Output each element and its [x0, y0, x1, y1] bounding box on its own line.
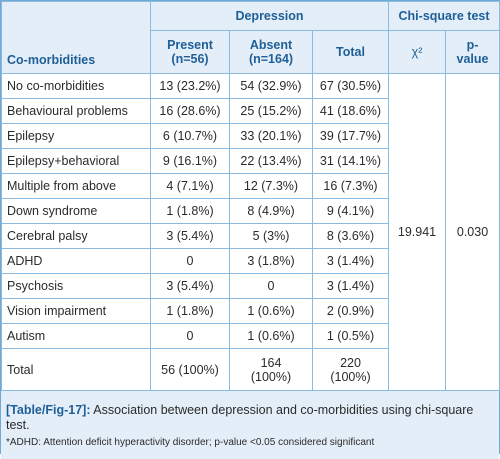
cell-absent: 0 — [229, 273, 313, 299]
p-value: 0.030 — [445, 73, 500, 391]
row-label: Epilepsy — [1, 123, 151, 149]
table-row: Psychosis 3 (5.4%) 0 3 (1.4%) — [1, 273, 500, 299]
header-present-line1: Present — [167, 38, 213, 52]
row-label: Epilepsy+behavioral — [1, 148, 151, 174]
cell-absent: 1 (0.6%) — [229, 323, 313, 349]
header-absent-line2: (n=164) — [248, 52, 294, 66]
cell-total: 39 (17.7%) — [311, 123, 390, 149]
cell-total: 8 (3.6%) — [311, 223, 390, 249]
cell-absent: 8 (4.9%) — [229, 198, 313, 224]
cell-present: 4 (7.1%) — [150, 173, 230, 199]
chi-square-value: 19.941 — [388, 73, 447, 391]
cell-total: 3 (1.4%) — [311, 248, 390, 274]
table-caption: [Table/Fig-17]: Association between depr… — [1, 397, 499, 459]
cell-total: 2 (0.9%) — [311, 298, 390, 324]
caption-main: [Table/Fig-17]: Association between depr… — [6, 403, 494, 433]
header-present: Present (n=56) — [150, 30, 230, 74]
total-row: Total 56 (100%) 164 (100%) 220 (100%) — [1, 348, 500, 391]
total-present: 56 (100%) — [150, 348, 230, 391]
table-row: Vision impairment 1 (1.8%) 1 (0.6%) 2 (0… — [1, 298, 500, 324]
cell-present: 13 (23.2%) — [150, 73, 230, 99]
table-row: Epilepsy+behavioral 9 (16.1%) 22 (13.4%)… — [1, 148, 500, 174]
table-row: Epilepsy 6 (10.7%) 33 (20.1%) 39 (17.7%) — [1, 123, 500, 149]
caption-footnote: *ADHD: Attention deficit hyperactivity d… — [6, 437, 375, 448]
row-label: Behavioural problems — [1, 98, 151, 124]
cell-absent: 22 (13.4%) — [229, 148, 313, 174]
header-p-line1: p- — [466, 38, 479, 52]
row-label: Multiple from above — [1, 173, 151, 199]
cell-present: 6 (10.7%) — [150, 123, 230, 149]
cell-absent: 3 (1.8%) — [229, 248, 313, 274]
row-label: Down syndrome — [1, 198, 151, 224]
cell-absent: 12 (7.3%) — [229, 173, 313, 199]
cell-present: 0 — [150, 248, 230, 274]
cell-present: 1 (1.8%) — [150, 198, 230, 224]
cell-total: 3 (1.4%) — [311, 273, 390, 299]
header-p-value: p- value — [445, 30, 500, 74]
cell-present: 9 (16.1%) — [150, 148, 230, 174]
header-co-morbidities: Co-morbidities — [1, 1, 151, 74]
cell-present: 3 (5.4%) — [150, 273, 230, 299]
header-absent-line1: Absent — [249, 38, 293, 52]
row-label: No co-morbidities — [1, 73, 151, 99]
total-total: 220 (100%) — [311, 348, 390, 391]
row-label: ADHD — [1, 248, 151, 274]
cell-total: 41 (18.6%) — [311, 98, 390, 124]
cell-present: 3 (5.4%) — [150, 223, 230, 249]
table-row: No co-morbidities 13 (23.2%) 54 (32.9%) … — [1, 73, 500, 391]
header-absent: Absent (n=164) — [229, 30, 313, 74]
cell-absent: 54 (32.9%) — [229, 73, 313, 99]
comorbidity-table: Co-morbidities Depression Chi-square tes… — [1, 1, 500, 391]
header-chi-square-test: Chi-square test — [388, 1, 500, 31]
cell-absent: 1 (0.6%) — [229, 298, 313, 324]
caption-text: Association between depression and co-mo… — [6, 403, 474, 432]
total-absent-line2: (100%) — [250, 369, 292, 384]
cell-absent: 25 (15.2%) — [229, 98, 313, 124]
total-total-line2: (100%) — [330, 369, 371, 384]
cell-total: 67 (30.5%) — [311, 73, 390, 99]
cell-total: 16 (7.3%) — [311, 173, 390, 199]
table-row: Cerebral palsy 3 (5.4%) 5 (3%) 8 (3.6%) — [1, 223, 500, 249]
cell-absent: 33 (20.1%) — [229, 123, 313, 149]
cell-present: 1 (1.8%) — [150, 298, 230, 324]
row-label: Vision impairment — [1, 298, 151, 324]
cell-total: 1 (0.5%) — [311, 323, 390, 349]
header-depression: Depression — [149, 1, 390, 31]
cell-present: 0 — [150, 323, 230, 349]
table-row: Autism 0 1 (0.6%) 1 (0.5%) — [1, 323, 500, 349]
table-header: Co-morbidities Depression Chi-square tes… — [1, 1, 500, 74]
header-present-line2: (n=56) — [171, 52, 209, 66]
header-p-line2: value — [456, 52, 489, 66]
row-label: Autism — [1, 323, 151, 349]
total-absent-line1: 164 — [260, 355, 282, 370]
total-absent: 164 (100%) — [229, 348, 313, 391]
header-total: Total — [311, 30, 390, 74]
cell-total: 31 (14.1%) — [311, 148, 390, 174]
row-label: Psychosis — [1, 273, 151, 299]
header-chi-symbol: χ² — [388, 30, 447, 74]
cell-total: 9 (4.1%) — [311, 198, 390, 224]
total-total-line1: 220 — [340, 355, 361, 370]
table-body: No co-morbidities 13 (23.2%) 54 (32.9%) … — [1, 73, 500, 391]
caption-tag: [Table/Fig-17]: — [6, 403, 91, 417]
cell-absent: 5 (3%) — [229, 223, 313, 249]
cell-present: 16 (28.6%) — [150, 98, 230, 124]
row-label: Cerebral palsy — [1, 223, 151, 249]
table-row: ADHD 0 3 (1.8%) 3 (1.4%) — [1, 248, 500, 274]
table-row: Behavioural problems 16 (28.6%) 25 (15.2… — [1, 98, 500, 124]
table-row: Multiple from above 4 (7.1%) 12 (7.3%) 1… — [1, 173, 500, 199]
total-row-label: Total — [1, 348, 151, 391]
